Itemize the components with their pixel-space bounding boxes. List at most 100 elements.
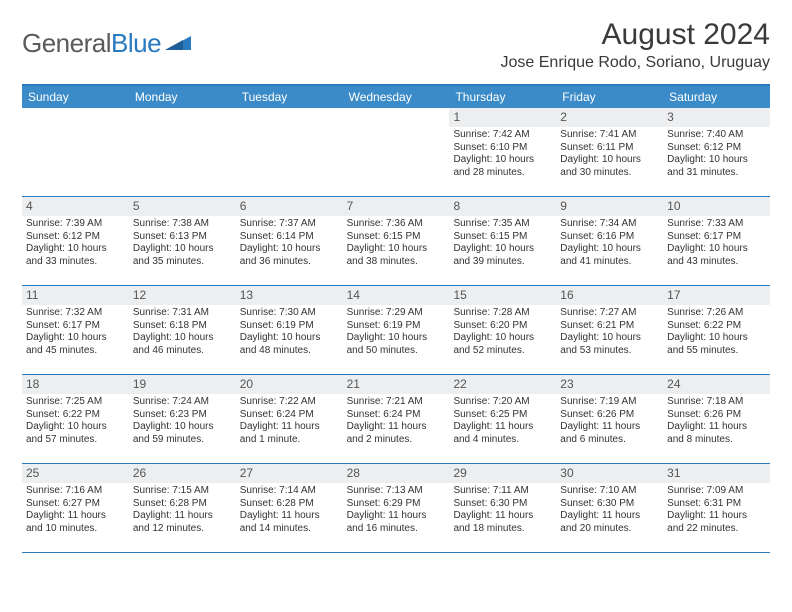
daylight-text: Daylight: 10 hours and 41 minutes. xyxy=(560,243,659,268)
day-info: Sunrise: 7:11 AMSunset: 6:30 PMDaylight:… xyxy=(449,483,556,539)
sunrise-text: Sunrise: 7:24 AM xyxy=(133,396,232,409)
day-number: 10 xyxy=(663,197,770,216)
daylight-text: Daylight: 11 hours and 12 minutes. xyxy=(133,510,232,535)
daylight-text: Daylight: 11 hours and 14 minutes. xyxy=(240,510,339,535)
daylight-text: Daylight: 10 hours and 28 minutes. xyxy=(453,154,552,179)
sunrise-text: Sunrise: 7:33 AM xyxy=(667,218,766,231)
daylight-text: Daylight: 10 hours and 35 minutes. xyxy=(133,243,232,268)
day-info: Sunrise: 7:26 AMSunset: 6:22 PMDaylight:… xyxy=(663,305,770,361)
sunrise-text: Sunrise: 7:40 AM xyxy=(667,129,766,142)
sunrise-text: Sunrise: 7:22 AM xyxy=(240,396,339,409)
sunrise-text: Sunrise: 7:27 AM xyxy=(560,307,659,320)
daylight-text: Daylight: 11 hours and 8 minutes. xyxy=(667,421,766,446)
day-cell: 16Sunrise: 7:27 AMSunset: 6:21 PMDayligh… xyxy=(556,286,663,374)
week-row: 11Sunrise: 7:32 AMSunset: 6:17 PMDayligh… xyxy=(22,286,770,375)
day-header: Friday xyxy=(556,86,663,108)
daylight-text: Daylight: 10 hours and 50 minutes. xyxy=(347,332,446,357)
sunrise-text: Sunrise: 7:11 AM xyxy=(453,485,552,498)
sunset-text: Sunset: 6:11 PM xyxy=(560,142,659,155)
day-number: 27 xyxy=(236,464,343,483)
sunset-text: Sunset: 6:23 PM xyxy=(133,409,232,422)
day-cell: 26Sunrise: 7:15 AMSunset: 6:28 PMDayligh… xyxy=(129,464,236,552)
week-row: 4Sunrise: 7:39 AMSunset: 6:12 PMDaylight… xyxy=(22,197,770,286)
sunrise-text: Sunrise: 7:13 AM xyxy=(347,485,446,498)
day-info: Sunrise: 7:18 AMSunset: 6:26 PMDaylight:… xyxy=(663,394,770,450)
day-info: Sunrise: 7:15 AMSunset: 6:28 PMDaylight:… xyxy=(129,483,236,539)
day-number: 26 xyxy=(129,464,236,483)
day-cell: 12Sunrise: 7:31 AMSunset: 6:18 PMDayligh… xyxy=(129,286,236,374)
sunset-text: Sunset: 6:25 PM xyxy=(453,409,552,422)
day-info: Sunrise: 7:32 AMSunset: 6:17 PMDaylight:… xyxy=(22,305,129,361)
day-cell: 25Sunrise: 7:16 AMSunset: 6:27 PMDayligh… xyxy=(22,464,129,552)
sunrise-text: Sunrise: 7:31 AM xyxy=(133,307,232,320)
day-info: Sunrise: 7:31 AMSunset: 6:18 PMDaylight:… xyxy=(129,305,236,361)
sunrise-text: Sunrise: 7:32 AM xyxy=(26,307,125,320)
day-number xyxy=(22,108,129,127)
sunset-text: Sunset: 6:30 PM xyxy=(453,498,552,511)
day-cell: 9Sunrise: 7:34 AMSunset: 6:16 PMDaylight… xyxy=(556,197,663,285)
day-info: Sunrise: 7:33 AMSunset: 6:17 PMDaylight:… xyxy=(663,216,770,272)
day-info: Sunrise: 7:09 AMSunset: 6:31 PMDaylight:… xyxy=(663,483,770,539)
daylight-text: Daylight: 11 hours and 10 minutes. xyxy=(26,510,125,535)
day-cell: 30Sunrise: 7:10 AMSunset: 6:30 PMDayligh… xyxy=(556,464,663,552)
day-number xyxy=(343,108,450,127)
sunrise-text: Sunrise: 7:18 AM xyxy=(667,396,766,409)
day-number: 12 xyxy=(129,286,236,305)
day-info: Sunrise: 7:36 AMSunset: 6:15 PMDaylight:… xyxy=(343,216,450,272)
daylight-text: Daylight: 10 hours and 30 minutes. xyxy=(560,154,659,179)
day-cell: 8Sunrise: 7:35 AMSunset: 6:15 PMDaylight… xyxy=(449,197,556,285)
sunrise-text: Sunrise: 7:26 AM xyxy=(667,307,766,320)
day-info: Sunrise: 7:14 AMSunset: 6:28 PMDaylight:… xyxy=(236,483,343,539)
day-info: Sunrise: 7:27 AMSunset: 6:21 PMDaylight:… xyxy=(556,305,663,361)
sunset-text: Sunset: 6:24 PM xyxy=(240,409,339,422)
sunset-text: Sunset: 6:30 PM xyxy=(560,498,659,511)
day-cell: 29Sunrise: 7:11 AMSunset: 6:30 PMDayligh… xyxy=(449,464,556,552)
sunrise-text: Sunrise: 7:28 AM xyxy=(453,307,552,320)
sunset-text: Sunset: 6:27 PM xyxy=(26,498,125,511)
day-number: 17 xyxy=(663,286,770,305)
daylight-text: Daylight: 10 hours and 39 minutes. xyxy=(453,243,552,268)
day-cell: 21Sunrise: 7:21 AMSunset: 6:24 PMDayligh… xyxy=(343,375,450,463)
day-number: 14 xyxy=(343,286,450,305)
week-row: 25Sunrise: 7:16 AMSunset: 6:27 PMDayligh… xyxy=(22,464,770,553)
day-info: Sunrise: 7:41 AMSunset: 6:11 PMDaylight:… xyxy=(556,127,663,183)
day-number: 25 xyxy=(22,464,129,483)
sunrise-text: Sunrise: 7:10 AM xyxy=(560,485,659,498)
day-cell: 3Sunrise: 7:40 AMSunset: 6:12 PMDaylight… xyxy=(663,108,770,196)
day-number: 4 xyxy=(22,197,129,216)
sunrise-text: Sunrise: 7:36 AM xyxy=(347,218,446,231)
daylight-text: Daylight: 10 hours and 45 minutes. xyxy=(26,332,125,357)
sunset-text: Sunset: 6:19 PM xyxy=(347,320,446,333)
daylight-text: Daylight: 10 hours and 31 minutes. xyxy=(667,154,766,179)
day-info: Sunrise: 7:13 AMSunset: 6:29 PMDaylight:… xyxy=(343,483,450,539)
day-info: Sunrise: 7:38 AMSunset: 6:13 PMDaylight:… xyxy=(129,216,236,272)
day-cell: 20Sunrise: 7:22 AMSunset: 6:24 PMDayligh… xyxy=(236,375,343,463)
day-cell: 2Sunrise: 7:41 AMSunset: 6:11 PMDaylight… xyxy=(556,108,663,196)
sunset-text: Sunset: 6:12 PM xyxy=(667,142,766,155)
sunset-text: Sunset: 6:29 PM xyxy=(347,498,446,511)
sunset-text: Sunset: 6:13 PM xyxy=(133,231,232,244)
sunrise-text: Sunrise: 7:35 AM xyxy=(453,218,552,231)
day-info: Sunrise: 7:24 AMSunset: 6:23 PMDaylight:… xyxy=(129,394,236,450)
sunset-text: Sunset: 6:10 PM xyxy=(453,142,552,155)
daylight-text: Daylight: 11 hours and 22 minutes. xyxy=(667,510,766,535)
day-cell: 24Sunrise: 7:18 AMSunset: 6:26 PMDayligh… xyxy=(663,375,770,463)
day-cell: 22Sunrise: 7:20 AMSunset: 6:25 PMDayligh… xyxy=(449,375,556,463)
sunset-text: Sunset: 6:14 PM xyxy=(240,231,339,244)
day-number: 30 xyxy=(556,464,663,483)
daylight-text: Daylight: 10 hours and 48 minutes. xyxy=(240,332,339,357)
week-row: 1Sunrise: 7:42 AMSunset: 6:10 PMDaylight… xyxy=(22,108,770,197)
sunrise-text: Sunrise: 7:09 AM xyxy=(667,485,766,498)
logo-triangle-icon xyxy=(165,32,191,55)
sunset-text: Sunset: 6:28 PM xyxy=(133,498,232,511)
day-number: 31 xyxy=(663,464,770,483)
sunrise-text: Sunrise: 7:41 AM xyxy=(560,129,659,142)
sunrise-text: Sunrise: 7:39 AM xyxy=(26,218,125,231)
day-info: Sunrise: 7:19 AMSunset: 6:26 PMDaylight:… xyxy=(556,394,663,450)
title-block: August 2024 Jose Enrique Rodo, Soriano, … xyxy=(501,18,771,72)
day-header: Monday xyxy=(129,86,236,108)
sunset-text: Sunset: 6:17 PM xyxy=(667,231,766,244)
day-cell: 10Sunrise: 7:33 AMSunset: 6:17 PMDayligh… xyxy=(663,197,770,285)
sunset-text: Sunset: 6:26 PM xyxy=(560,409,659,422)
day-cell: 11Sunrise: 7:32 AMSunset: 6:17 PMDayligh… xyxy=(22,286,129,374)
